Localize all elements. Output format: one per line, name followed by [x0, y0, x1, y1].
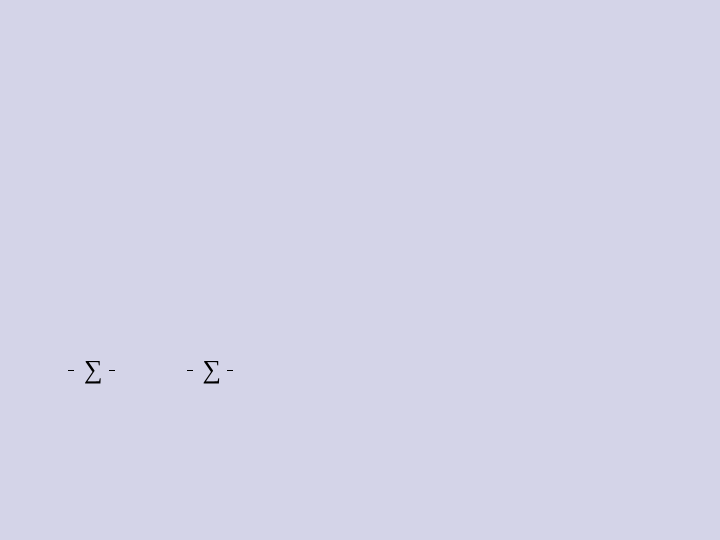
refraction-diagram	[26, 106, 694, 321]
equation-tdd: ∑	[179, 360, 238, 381]
equation-tud: ∑	[60, 360, 119, 381]
equations: ∑ ∑	[60, 360, 660, 381]
